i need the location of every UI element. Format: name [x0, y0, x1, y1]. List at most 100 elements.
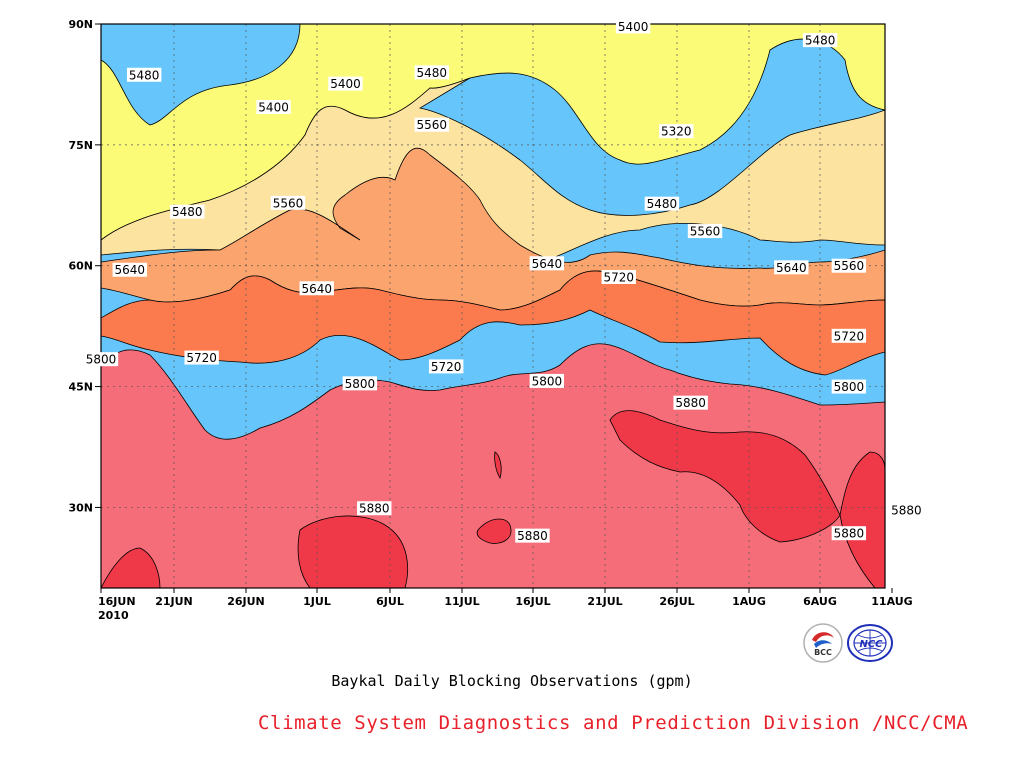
contour-label-text: 5640	[776, 261, 807, 275]
contour-label: 5880	[515, 528, 550, 543]
contour-label: 5800	[831, 379, 867, 394]
contour-label-text: 5480	[129, 68, 160, 82]
band-above-5880	[101, 410, 885, 588]
contour-label-bg	[889, 502, 924, 517]
x-tick-label: 21JUN	[155, 595, 193, 608]
y-tick-label: 30N	[68, 501, 93, 514]
contour-label: 5880	[673, 395, 708, 410]
credit-line: Climate System Diagnostics and Predictio…	[258, 712, 969, 734]
contour-label-bg	[428, 359, 464, 374]
contour-label-text: 5640	[114, 263, 145, 277]
contour-label: 5560	[414, 117, 449, 132]
y-tick-label: 75N	[68, 139, 93, 152]
contour-label-bg	[414, 65, 449, 80]
ncc-logo: NCC	[846, 622, 894, 664]
contour-label-bg	[184, 350, 219, 365]
x-tick-label: 1AUG	[732, 595, 766, 608]
contour-label-bg	[270, 195, 306, 210]
contour-label-bg	[687, 224, 723, 239]
axes: 30N 45N 60N 75N 90N 16JUN 21JUN 26JUN 1JUL 6JUL 11…	[68, 18, 912, 622]
plot-frame	[100, 23, 886, 589]
y-tick-label: 45N	[68, 381, 93, 394]
contour-label-bg	[673, 395, 708, 410]
contour-label: 5640	[299, 281, 334, 296]
y-tick-label: 90N	[68, 18, 93, 31]
contour-label-text: 5880	[517, 529, 548, 543]
x-tick-label: 11AUG	[871, 595, 912, 608]
contour-label-text: 5560	[834, 259, 865, 273]
contour-label-bg	[615, 19, 651, 34]
contour-label-bg	[414, 117, 449, 132]
ncc-logo-text: NCC	[859, 639, 883, 650]
contour-label: 5720	[601, 269, 636, 284]
x-tick-label: 26JUL	[659, 595, 694, 608]
contour-label: 5320	[659, 124, 694, 139]
contour-label-text: 5880	[675, 396, 706, 410]
x-tick-label: 6JUL	[376, 595, 404, 608]
chart: 30N 45N 60N 75N 90N 16JUN 21JUN 26JUN 1JUL 6JUL 11…	[68, 18, 924, 622]
contour-label-bg	[126, 67, 162, 82]
contour-label-bg	[529, 256, 565, 271]
contour-label-text: 5880	[359, 502, 390, 516]
contour-label-text: 5560	[273, 196, 304, 210]
contour-label-bg	[529, 373, 565, 388]
contour-label: 5720	[831, 328, 867, 343]
x-year-label: 2010	[98, 609, 129, 622]
contour-label-text: 5640	[301, 282, 332, 296]
contour-label: 5400	[328, 76, 363, 91]
grid-lines	[101, 24, 885, 588]
contour-label-text: 5480	[417, 66, 448, 80]
contour-label: 5800	[529, 373, 565, 388]
contour-label-bg	[601, 269, 636, 284]
contour-label-text: 5720	[603, 270, 634, 284]
contour-label-text: 5880	[834, 527, 865, 541]
contour-label: 5480	[802, 33, 838, 48]
contour-label: 5400	[615, 19, 651, 34]
contour-label-text: 5880	[891, 503, 922, 517]
contour-label: 5640	[774, 260, 809, 275]
y-tick-label: 60N	[68, 260, 93, 273]
contour-label: 5560	[270, 195, 306, 210]
contour-labels: 5480 5400 5480 5400 5480 5400 5560 5320 5480 5560…	[83, 19, 924, 543]
contour-label-text: 5480	[172, 205, 203, 219]
contour-label-text: 5640	[532, 257, 563, 271]
contour-label-bg	[357, 501, 392, 516]
contour-label-bg	[342, 376, 378, 391]
contour-label-text: 5800	[532, 374, 563, 388]
contour-label-text: 5720	[834, 329, 865, 343]
bcc-logo-text: BCC	[814, 648, 832, 657]
contour-label: 5560	[687, 224, 723, 239]
contour-label-bg	[256, 99, 291, 114]
contour-label-bg	[170, 204, 205, 219]
contour-label-bg	[515, 528, 550, 543]
contour-label-text: 5560	[417, 118, 448, 132]
contour-label-bg	[831, 526, 867, 541]
contour-label: 5480	[126, 67, 162, 82]
contour-label-text: 5800	[86, 353, 117, 367]
x-tick-label: 1JUL	[303, 595, 331, 608]
contour-label-text: 5480	[647, 197, 678, 211]
contour-label: 5560	[831, 258, 867, 273]
x-tick-label: 21JUL	[587, 595, 622, 608]
contour-label-text: 5320	[661, 125, 692, 139]
contour-label-text: 5800	[834, 380, 865, 394]
contour-label-bg	[299, 281, 334, 296]
contour-fill	[101, 24, 885, 588]
contour-label: 5880	[831, 526, 867, 541]
x-tick-label: 16JUN	[98, 595, 136, 608]
contour-label-text: 5720	[431, 360, 462, 374]
contour-label-bg	[659, 124, 694, 139]
bcc-logo: BCC	[802, 622, 844, 664]
contour-label-text: 5400	[618, 20, 649, 34]
contour-label-bg	[831, 258, 867, 273]
x-tick-label: 11JUL	[444, 595, 479, 608]
contour-label: 5480	[644, 196, 680, 211]
contour-label-bg	[83, 352, 119, 367]
contour-label-bg	[802, 33, 838, 48]
contour-label: 5640	[529, 256, 565, 271]
contour-label-text: 5720	[186, 351, 217, 365]
contour-label: 5720	[184, 350, 219, 365]
contour-label-text: 5560	[690, 225, 721, 239]
contour-label-text: 5400	[258, 100, 289, 114]
contour-label: 5800	[342, 376, 378, 391]
